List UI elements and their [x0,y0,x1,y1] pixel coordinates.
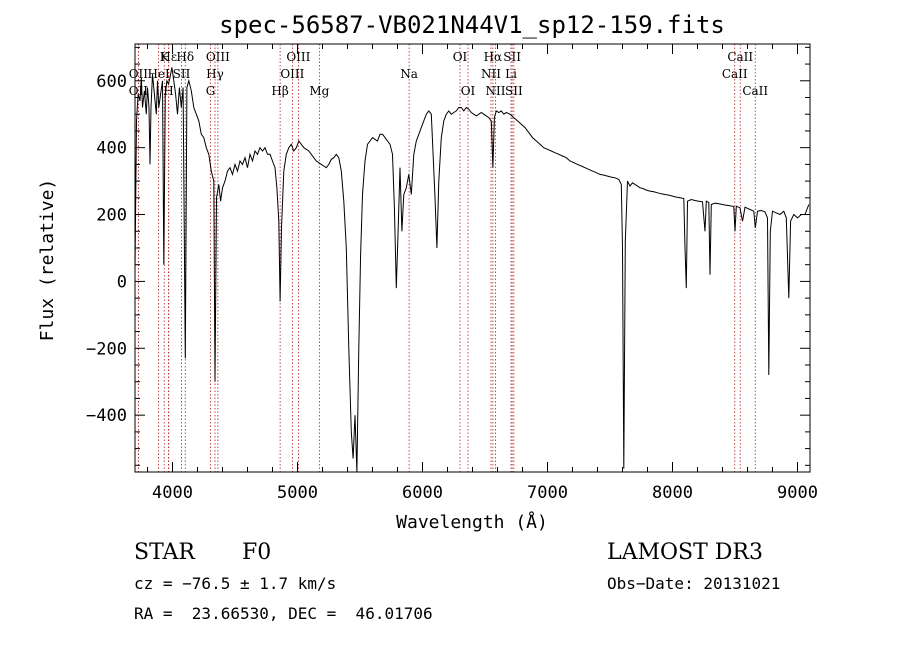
x-tick-label: 9000 [777,483,818,503]
object-class: STAR [134,540,195,565]
spectral-line-label: Na [400,67,418,81]
y-axis-ticks: −400 −200 0 200 400 600 [86,46,810,466]
spectral-line-label: Mg [309,84,329,98]
spectral-line-label: Hβ [271,84,288,98]
spectral-line-label: SII [173,67,191,81]
spectral-line-label: CaII [722,67,748,81]
spectral-line-label: NII [481,67,501,81]
y-tick-label: 200 [96,206,127,226]
y-tick-label: −200 [86,339,127,359]
spectral-line-markers [137,44,756,472]
spectral-line-label: OIII [206,50,230,64]
spectral-line-label: OIII [286,50,310,64]
spectral-line-label: Li [505,67,517,81]
spectral-line-label: OII [129,67,149,81]
spectral-line-label: OI [453,50,468,64]
spectral-line-label: NII [486,84,506,98]
x-tick-label: 7000 [527,483,568,503]
object-subclass: F0 [242,540,272,565]
spectral-line-label: Hδ [176,50,194,64]
spectral-line-label: HeI [147,67,170,81]
survey-name: LAMOST DR3 [607,540,763,565]
spectral-line-label: H [163,84,173,98]
spectral-line-label: CaII [727,50,753,64]
observation-date: Obs−Date: 20131021 [607,574,781,593]
spectral-line-label: OIII [280,67,304,81]
x-tick-label: 8000 [652,483,693,503]
coordinates: RA = 23.66530, DEC = 46.01706 [134,604,433,623]
spectral-line-label: SII [505,84,523,98]
spectral-line-label: OII [129,84,149,98]
x-tick-label: 5000 [277,483,318,503]
spectral-line-label: SII [503,50,521,64]
y-tick-label: −400 [86,406,127,426]
x-axis-label: Wavelength (Å) [396,511,548,533]
spectral-line-label: G [206,84,216,98]
x-axis-ticks: 4000 5000 6000 7000 8000 9000 [147,44,818,503]
chart-title: spec-56587-VB021N44V1_sp12-159.fits [219,11,725,39]
spectral-line-label: Hα [484,50,503,64]
spectral-line-label: CaII [742,84,768,98]
plot-frame [134,43,811,473]
spectral-line-label: Hγ [206,67,224,81]
y-axis-label: Flux (relative) [37,179,58,342]
y-tick-label: 0 [117,272,127,292]
y-tick-label: 600 [96,72,127,92]
x-tick-label: 4000 [152,483,193,503]
x-tick-label: 6000 [402,483,443,503]
spectrum-line [134,67,810,473]
redshift-velocity: cz = −76.5 ± 1.7 km/s [134,574,337,593]
y-tick-label: 400 [96,139,127,159]
spectral-line-label: OI [461,84,476,98]
spectral-line-label: K [160,50,170,64]
